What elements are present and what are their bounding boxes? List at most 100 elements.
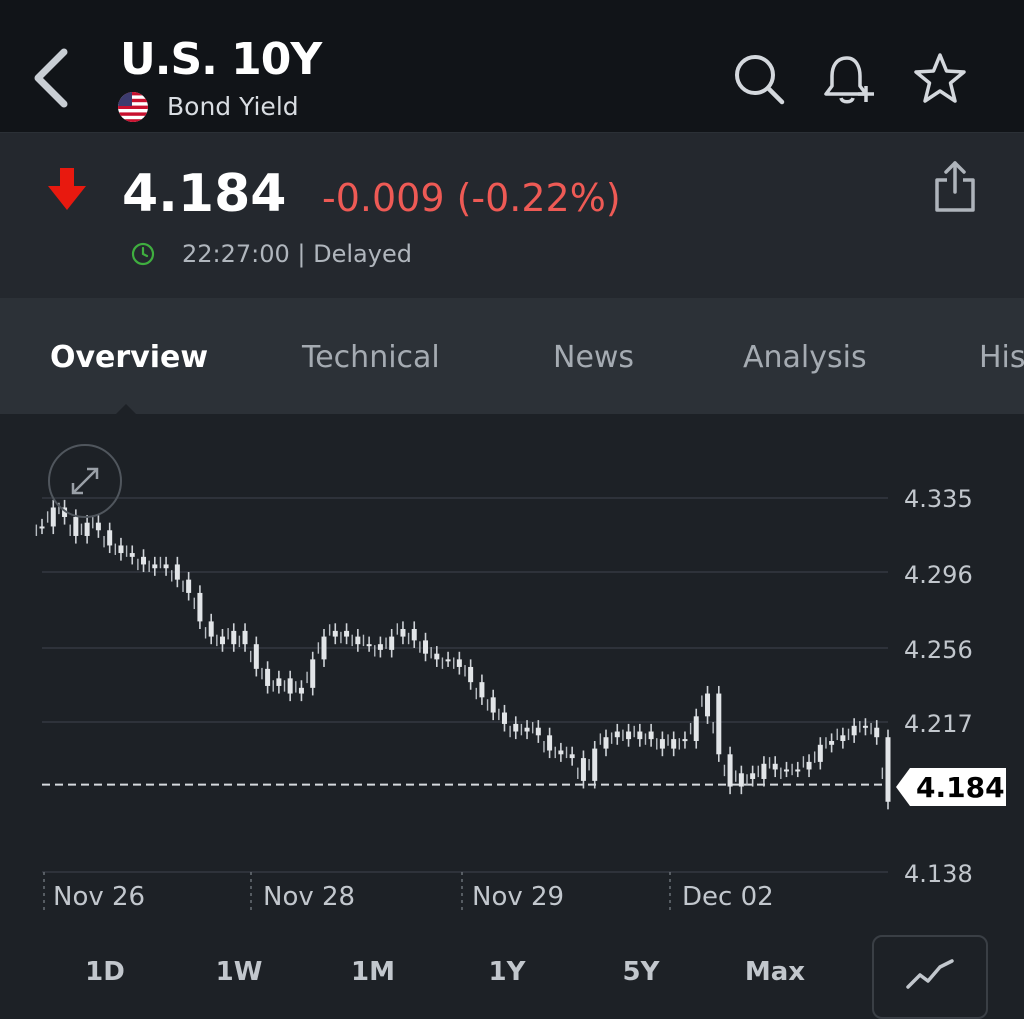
price-candle — [580, 758, 586, 781]
x-axis-label: Dec 02 — [682, 882, 774, 912]
chevron-left-icon[interactable] — [30, 46, 74, 110]
price-candle — [344, 630, 350, 637]
price-candle — [874, 727, 880, 738]
y-axis-label: 4.296 — [904, 561, 973, 589]
price-candle — [547, 735, 553, 751]
expand-chart-button[interactable] — [48, 444, 122, 518]
price-candle — [186, 579, 192, 593]
price-candle — [366, 644, 372, 647]
price-candle — [118, 545, 124, 554]
last-price-marker — [896, 768, 1006, 806]
price-candle — [862, 725, 868, 728]
app-header: U.S. 10Y Bond Yield — [0, 0, 1024, 133]
range-5y[interactable]: 5Y — [622, 957, 660, 987]
price-candle — [50, 507, 56, 527]
price-candle — [851, 725, 857, 736]
price-candle — [806, 761, 812, 770]
price-candle — [129, 553, 135, 557]
share-icon[interactable] — [932, 160, 978, 214]
price-candle — [332, 630, 338, 637]
price-candle — [817, 744, 823, 762]
price-candle — [310, 659, 316, 688]
price-candle — [73, 516, 79, 536]
instrument-subtitle: Bond Yield — [167, 92, 299, 121]
tab-overview[interactable]: Overview — [50, 340, 209, 375]
price-candle — [614, 731, 620, 738]
price-candle — [490, 697, 496, 713]
price-candle — [287, 678, 293, 694]
clock-icon — [131, 242, 155, 266]
tab-analysis[interactable]: Analysis — [743, 340, 867, 375]
line-chart-icon — [906, 959, 954, 989]
price-candle — [377, 644, 383, 650]
range-1d[interactable]: 1D — [85, 957, 125, 987]
price-candle — [772, 763, 778, 770]
price-candle — [727, 754, 733, 787]
y-axis-label: 4.138 — [904, 860, 973, 888]
price-candle — [535, 727, 541, 736]
price-candle — [321, 636, 327, 660]
y-axis-label: 4.256 — [904, 636, 973, 664]
price-candle — [445, 659, 451, 662]
us-flag-icon — [118, 92, 148, 122]
price-candle — [219, 636, 225, 645]
price-candle — [423, 640, 429, 654]
y-axis-label: 4.335 — [904, 485, 973, 513]
price-candle — [400, 628, 406, 637]
price-candle — [468, 666, 474, 683]
tab-technical[interactable]: Technical — [302, 340, 440, 375]
range-max[interactable]: Max — [744, 957, 806, 987]
price-candle — [107, 530, 113, 546]
price-candle — [783, 769, 789, 772]
tab-news[interactable]: News — [553, 340, 635, 375]
price-candle — [479, 682, 485, 698]
price-candle — [671, 739, 677, 749]
bell-plus-icon[interactable] — [820, 50, 878, 108]
price-candle — [693, 716, 699, 742]
price-candle — [592, 748, 598, 781]
price-candle — [39, 526, 45, 529]
x-axis-label: Nov 29 — [472, 882, 565, 912]
price-candle — [242, 630, 248, 645]
price-candle — [163, 564, 169, 569]
price-candle — [716, 693, 722, 755]
chart-type-button[interactable] — [872, 935, 988, 1019]
price-candle — [298, 687, 304, 694]
range-1m[interactable]: 1M — [351, 957, 395, 987]
quote-time: 22:27:00 | Delayed — [182, 240, 412, 268]
range-1w[interactable]: 1W — [215, 957, 263, 987]
price-candle — [174, 564, 180, 580]
price-candle — [637, 731, 643, 740]
last-price-marker-label: 4.184 — [916, 771, 1005, 804]
price-candle — [434, 653, 440, 660]
price-candle — [648, 731, 654, 740]
range-1y[interactable]: 1Y — [488, 957, 526, 987]
price-candle — [795, 769, 801, 772]
price-candle — [761, 763, 767, 779]
price-candle — [456, 659, 462, 667]
active-tab-indicator — [115, 404, 137, 415]
price-candle — [141, 556, 147, 565]
price-candle — [276, 678, 282, 686]
last-price: 4.184 — [122, 164, 287, 224]
tab-history[interactable]: His — [979, 340, 1024, 375]
price-candle — [513, 723, 519, 732]
price-candle — [253, 644, 259, 669]
instrument-title: U.S. 10Y — [120, 34, 322, 85]
y-axis-label: 4.217 — [904, 710, 973, 738]
price-candle — [389, 636, 395, 650]
price-candle — [603, 737, 609, 749]
price-candle — [682, 739, 688, 742]
star-icon[interactable] — [911, 50, 969, 108]
price-candle — [265, 668, 271, 686]
expand-icon — [71, 467, 99, 495]
price-candle — [885, 737, 891, 802]
price-candle — [197, 592, 203, 622]
price-candle — [738, 773, 744, 787]
price-candle — [355, 636, 361, 645]
arrow-down-icon — [48, 168, 86, 210]
x-axis-label: Nov 28 — [263, 882, 356, 912]
search-icon[interactable] — [730, 50, 788, 108]
price-candle — [705, 693, 711, 717]
